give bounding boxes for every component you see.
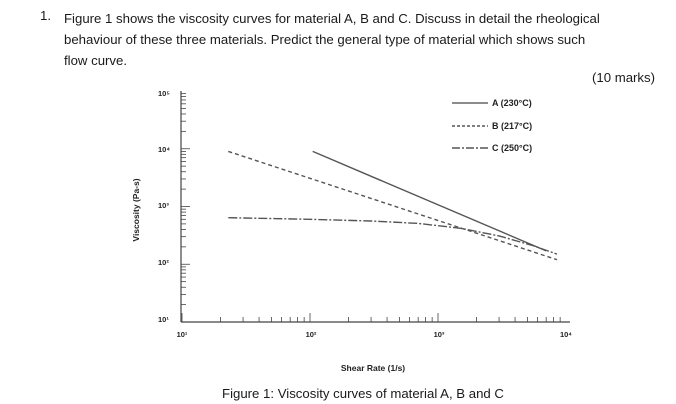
x-tick-label: 10² (306, 330, 317, 339)
legend-label-b: B (217°C) (492, 121, 532, 131)
question-text: Figure 1 shows the viscosity curves for … (64, 8, 662, 71)
y-axis (180, 91, 190, 323)
y-tick-label: 10⁵ (158, 89, 170, 98)
marks-label: (10 marks) (592, 70, 656, 85)
x-tick-label: 10¹ (177, 330, 188, 339)
legend-label-a: A (230°C) (492, 98, 532, 108)
y-axis-label: Viscosity (Pa-s) (131, 178, 141, 241)
question-line: Figure 1 shows the viscosity curves for … (64, 11, 600, 26)
figure-caption: Figure 1: Viscosity curves of material A… (222, 386, 504, 401)
y-tick-label: 10⁴ (158, 145, 170, 154)
x-tick-label: 10³ (434, 330, 445, 339)
question-number: 1. (40, 8, 51, 23)
y-tick-label: 10³ (158, 201, 169, 210)
legend: A (230°C) B (217°C) C (250°C) (452, 98, 532, 153)
series-line-a (312, 150, 547, 252)
y-tick-label: 10¹ (158, 315, 169, 324)
question-line: flow curve. (64, 53, 128, 68)
series-line-c (228, 217, 558, 255)
x-axis (181, 313, 570, 323)
series-line-b (228, 150, 558, 261)
x-axis-label: Shear Rate (1/s) (341, 363, 405, 373)
x-tick-label: 10⁴ (560, 330, 572, 339)
legend-label-c: C (250°C) (492, 143, 532, 153)
question-line: behaviour of these three materials. Pred… (64, 32, 586, 47)
y-tick-label: 10² (158, 258, 169, 267)
